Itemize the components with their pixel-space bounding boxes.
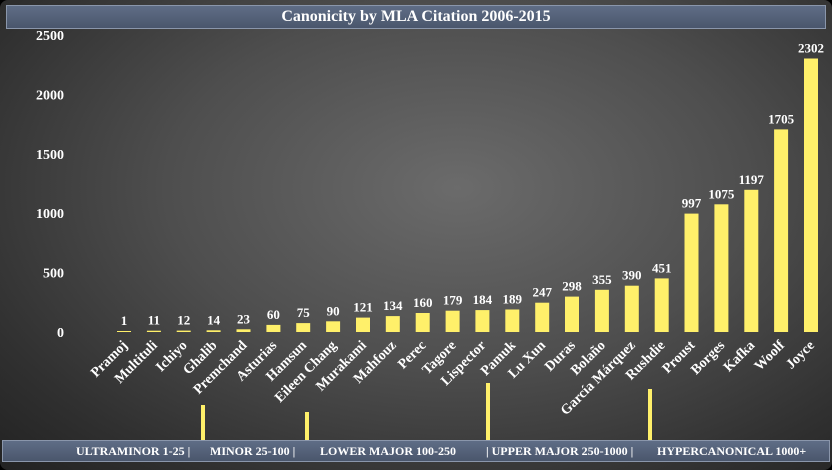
bar-garcia-marquez [624, 285, 639, 332]
data-label-asturias: 60 [267, 307, 280, 322]
bar-joyce [804, 58, 818, 332]
band-divider [305, 412, 309, 440]
x-axis-labels: PramojMultituliIchiyoGhalibPremchandAstu… [88, 338, 817, 419]
bar-premchand [236, 329, 251, 332]
data-label-proust: 997 [682, 196, 702, 211]
x-label-woolf: Woolf [752, 338, 788, 374]
band-label-upper-major: | UPPER MAJOR 250-1000 | [486, 444, 634, 458]
data-label-mahfouz: 134 [383, 298, 403, 313]
bar-multituli [146, 330, 161, 332]
data-label-pramoj: 1 [121, 313, 128, 328]
y-tick-1000: 1000 [36, 207, 64, 222]
data-label-hamsun: 75 [297, 305, 311, 320]
data-label-lispector: 184 [473, 292, 493, 307]
y-axis-ticks: 0 500 1000 1500 2000 2500 [36, 29, 64, 341]
y-tick-0: 0 [57, 326, 64, 341]
data-label-premchand: 23 [237, 311, 251, 326]
bar-pramoj [117, 331, 131, 332]
bar-bolano [594, 289, 609, 332]
bar-rushdie [654, 278, 669, 332]
data-label-bolano: 355 [592, 272, 612, 287]
bar-borges [714, 204, 729, 332]
title-bar [6, 5, 826, 29]
data-label-lu-xun: 247 [532, 285, 552, 300]
data-label-borges: 1075 [708, 186, 735, 201]
bar-ichiyo [176, 330, 191, 332]
data-label-ghalib: 14 [207, 312, 221, 327]
x-label-joyce: Joyce [784, 338, 818, 372]
bar-proust [684, 213, 699, 332]
bar-pamuk [505, 309, 520, 332]
data-label-pamuk: 189 [503, 292, 523, 307]
data-label-rushdie: 451 [652, 260, 672, 275]
x-label-borges: Borges [688, 338, 728, 378]
band-label-hypercanonical: HYPERCANONICAL 1000+ [657, 444, 807, 458]
bar-ghalib [206, 330, 221, 332]
data-label-perec: 160 [413, 295, 433, 310]
band-dividers [201, 383, 652, 440]
chart-title: Canonicity by MLA Citation 2006-2015 [281, 8, 551, 25]
band-label-ultraminor: ULTRAMINOR 1-25 | [76, 444, 191, 458]
data-label-duras: 298 [562, 279, 582, 294]
bar-lispector [475, 310, 490, 332]
bar-tagore [445, 310, 460, 332]
data-label-joyce: 2302 [798, 41, 824, 56]
bar-mahfouz [385, 316, 400, 332]
y-tick-2500: 2500 [36, 29, 64, 44]
data-label-garcia-marquez: 390 [622, 268, 642, 283]
data-label-woolf: 1705 [768, 111, 795, 126]
bars-layer: 1 11 12 14 23 60 75 90 121 134 160 179 184 189 247 298 3… [117, 41, 824, 332]
data-label-eileen-chang: 90 [327, 303, 340, 318]
y-tick-2000: 2000 [36, 88, 64, 103]
band-bar [2, 440, 830, 462]
bar-woolf [774, 129, 789, 332]
data-label-ichiyo: 12 [177, 313, 190, 328]
data-label-kafka: 1197 [739, 172, 765, 187]
bar-duras [565, 296, 579, 332]
band-divider [486, 383, 490, 440]
bar-eileen-chang [326, 321, 341, 332]
band-label-lower-major: LOWER MAJOR 100-250 [320, 444, 456, 458]
y-tick-500: 500 [43, 267, 64, 282]
y-tick-1500: 1500 [36, 148, 64, 163]
x-label-kafka: Kafka [721, 338, 758, 375]
bar-kafka [744, 189, 759, 332]
bar-hamsun [296, 323, 311, 332]
data-label-murakami: 121 [353, 300, 373, 315]
data-label-multituli: 11 [148, 313, 160, 328]
data-label-tagore: 179 [443, 293, 463, 308]
band-divider [648, 389, 652, 440]
bar-perec [415, 313, 430, 332]
band-label-minor: MINOR 25-100 | [210, 444, 296, 458]
bar-lu-xun [535, 302, 550, 332]
bar-murakami [356, 317, 370, 332]
bar-asturias [266, 324, 281, 332]
band-divider [201, 405, 205, 440]
